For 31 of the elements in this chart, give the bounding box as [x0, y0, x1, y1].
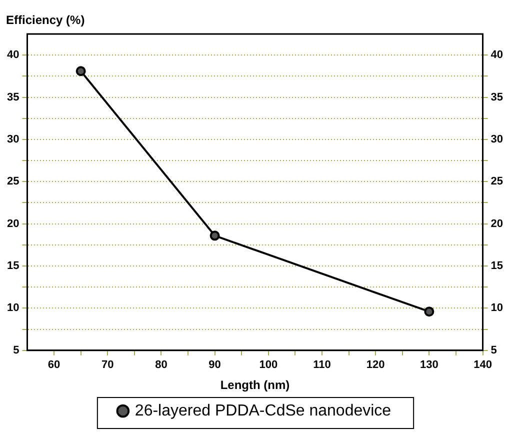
y-tick-label: 30 — [6, 134, 20, 146]
y2-tick-label: 40 — [490, 49, 504, 62]
x-tick-label: 130 — [420, 359, 438, 372]
x-tick-label: 60 — [48, 359, 60, 372]
y-tick-label: 40 — [6, 49, 20, 62]
x-tick-label: 140 — [474, 359, 492, 372]
x-tick-label: 80 — [155, 359, 168, 372]
x-tick-label: 70 — [102, 359, 114, 372]
x-tick-label: 90 — [208, 359, 221, 372]
y-tick-label: 25 — [6, 176, 20, 188]
y-tick-label: 35 — [6, 91, 20, 104]
y2-tick-label: 15 — [490, 260, 504, 272]
y2-tick-label: 35 — [490, 91, 504, 104]
y-tick-label: 5 — [13, 344, 20, 356]
y2-tick-label: 5 — [490, 344, 497, 356]
y-tick-label: 15 — [6, 260, 20, 272]
legend-label: 26-layered PDDA-CdSe nanodevice — [134, 402, 392, 420]
y2-tick-label: 25 — [490, 176, 504, 188]
y2-tick-label: 10 — [490, 302, 504, 314]
x-tick-label: 110 — [313, 359, 331, 372]
point — [76, 66, 86, 76]
x-tick-label: 100 — [259, 359, 278, 372]
point — [210, 230, 220, 241]
point — [424, 306, 434, 317]
x-tick-label: 120 — [366, 359, 385, 372]
y2-tick-label: 20 — [490, 218, 504, 230]
x-axis-title: Length (nm) — [220, 378, 290, 392]
y-tick-label: 20 — [6, 218, 20, 230]
y-axis-title: Efficiency (%) — [6, 13, 85, 27]
y2-tick-label: 30 — [490, 134, 504, 146]
y-tick-label: 10 — [6, 302, 20, 314]
